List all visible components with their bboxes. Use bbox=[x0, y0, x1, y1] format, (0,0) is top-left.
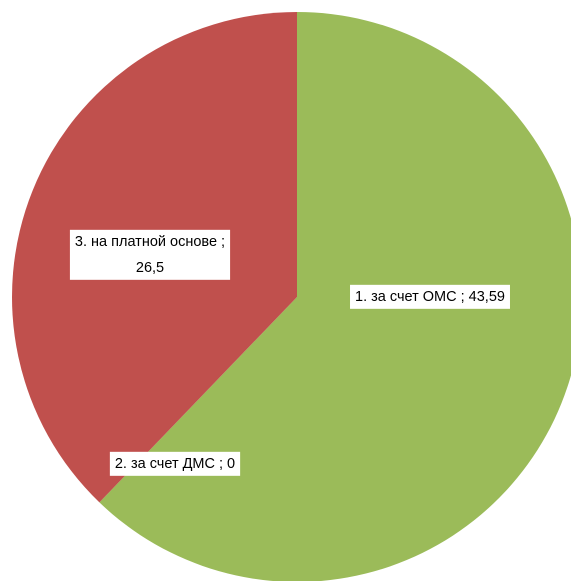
label-text: 2. за счет ДМС ; 0 bbox=[115, 456, 235, 472]
data-label: 1. за счет ОМС ; 43,59 bbox=[350, 284, 510, 309]
label-box bbox=[69, 229, 231, 280]
label-category: 2. за счет ДМС ; bbox=[115, 456, 223, 472]
label-category: 3. на платной основе ; bbox=[75, 234, 225, 250]
data-labels: 1. за счет ОМС ; 43,59 2. за счет ДМС ; 0 3.… bbox=[69, 229, 510, 476]
data-label: 2. за счет ДМС ; 0 bbox=[109, 451, 241, 476]
label-value: 43,59 bbox=[469, 289, 505, 305]
label-box bbox=[350, 284, 510, 309]
data-label: 3. на платной основе ; 26,5 bbox=[69, 229, 231, 280]
label-value: 0 bbox=[227, 456, 235, 472]
label-value: 26,5 bbox=[136, 260, 164, 276]
label-box bbox=[109, 451, 241, 476]
label-text: 3. на платной основе ; 26,5 bbox=[75, 234, 225, 276]
pie-slice bbox=[99, 12, 571, 581]
label-category: 1. за счет ОМС ; bbox=[355, 289, 465, 305]
label-text: 1. за счет ОМС ; 43,59 bbox=[355, 289, 505, 305]
